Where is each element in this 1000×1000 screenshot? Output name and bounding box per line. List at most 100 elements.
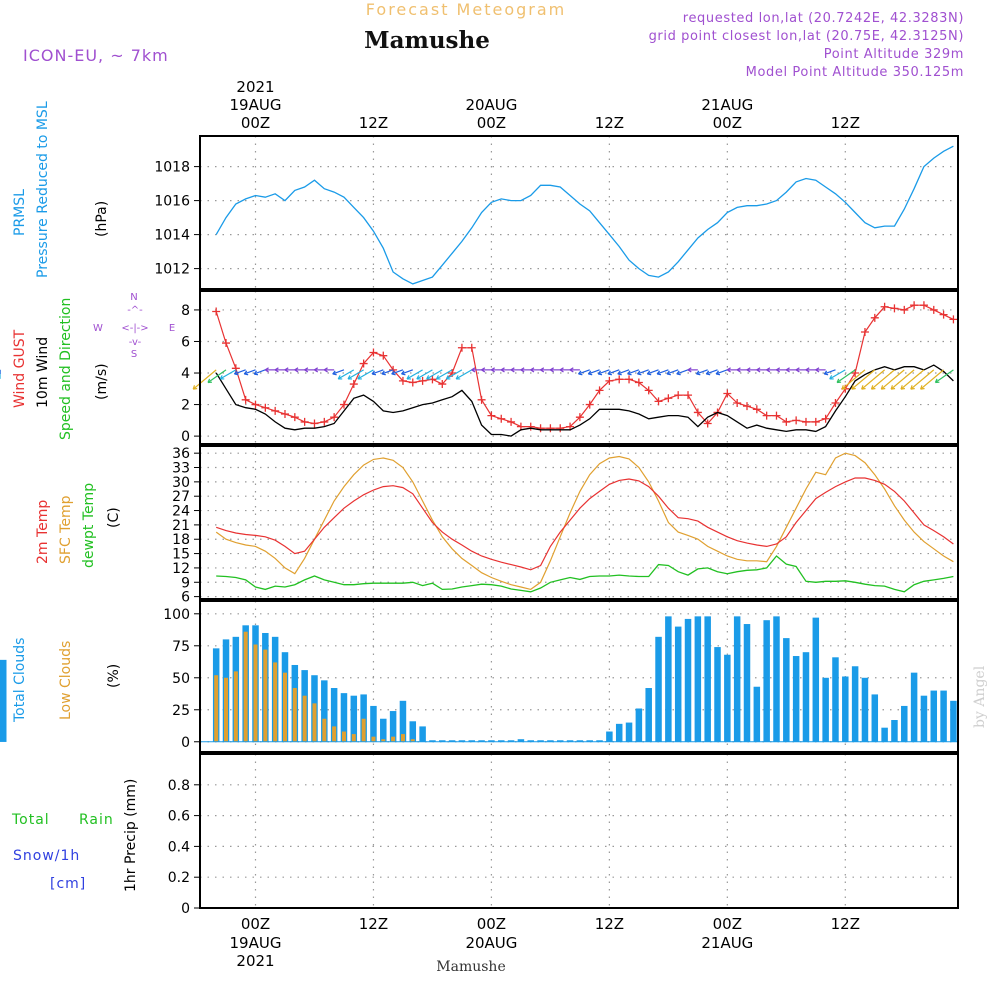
gust-marker <box>359 359 368 368</box>
gust-marker <box>300 417 309 426</box>
top-hour-label: 12Z <box>595 114 624 132</box>
gust-marker <box>477 395 486 404</box>
total-cloud-bar <box>901 705 908 742</box>
low-cloud-bar <box>253 644 258 742</box>
wind-arrow-head <box>900 385 906 390</box>
wind-arrow <box>706 369 718 375</box>
footer-location: Mamushe <box>436 959 505 975</box>
gust-marker <box>251 400 260 409</box>
wind10-line <box>215 364 954 437</box>
total-cloud-bar <box>822 677 829 742</box>
gust-marker <box>723 389 732 398</box>
model-altitude: Model Point Altitude 350.125m <box>746 65 964 80</box>
low-cloud-bar <box>322 718 327 742</box>
wind-arrow <box>332 369 345 375</box>
gust-marker <box>644 386 653 395</box>
y-tick-label: 12 <box>172 561 190 577</box>
total-cloud-bar <box>891 720 898 742</box>
gust-marker <box>212 307 221 316</box>
wind-arrow <box>192 369 217 390</box>
wind-arrow-head <box>746 367 751 373</box>
y-tick-label: 1014 <box>154 228 190 244</box>
total-cloud-bar <box>684 618 692 742</box>
wind-arrow <box>880 369 905 390</box>
wind-arrow <box>381 369 394 375</box>
y-tick-label: 15 <box>172 547 190 563</box>
wind-arrow-head <box>284 367 289 373</box>
total-cloud-bar <box>547 740 554 742</box>
snow-unit-label: [cm] <box>50 876 86 892</box>
wind-arrow-head <box>607 370 612 376</box>
wind-arrow-head <box>471 367 476 373</box>
low-cloud-bar <box>292 688 297 742</box>
wind-arrow-head <box>829 375 834 380</box>
total-cloud-bar <box>773 616 780 742</box>
wind-arrow-head <box>920 385 925 390</box>
wind-arrow <box>647 369 659 375</box>
total-cloud-bar <box>812 617 820 742</box>
gust-marker <box>575 413 584 422</box>
wind-arrow-head <box>687 367 692 373</box>
wind-arrow-head <box>416 375 421 380</box>
total-cloud-bar <box>665 616 672 742</box>
wind-arrow <box>935 369 954 383</box>
gust-marker <box>654 397 663 406</box>
low-cloud-bar <box>233 671 238 742</box>
wind-arrow-head <box>890 385 896 390</box>
total-cloud-bar <box>350 695 358 742</box>
bottom-date-label: 21AUG <box>701 934 753 952</box>
y-tick-label: 30 <box>172 475 190 491</box>
wind-arrow <box>871 369 895 390</box>
wind-arrow <box>446 369 463 380</box>
wind-gust-label: Wind GUST <box>12 329 28 408</box>
location-title: Mamushe <box>364 27 490 54</box>
wind-arrow <box>347 369 364 380</box>
wind-arrow-head <box>549 367 554 373</box>
bottom-time-axis: 00Z 12Z 00Z 12Z 00Z 12Z 19AUG 20AUG 21AUG 2021 <box>230 915 860 970</box>
total-cloud-bar <box>753 686 761 742</box>
top-date-label: 19AUG <box>230 96 282 114</box>
panel-border-precip <box>199 753 959 909</box>
wind-arrow <box>401 369 413 375</box>
y-tick-label: 21 <box>172 518 190 534</box>
wind-arrow-head <box>243 370 249 376</box>
gust-marker <box>733 398 742 407</box>
temp-unit-label: (C) <box>106 507 122 528</box>
total-cloud-bar <box>763 620 770 742</box>
wind-arrow-head <box>490 367 495 373</box>
precip-labels: Total Rain Snow/1h [cm] 1hr Precip (mm) <box>11 779 139 892</box>
wind-arrow-head <box>851 385 856 390</box>
wind-arrow <box>371 369 384 375</box>
total-cloud-bar <box>0 659 7 742</box>
y-tick-label: 100 <box>163 607 190 623</box>
requested-coords: requested lon,lat (20.7242E, 42.3283N) <box>683 11 964 26</box>
y-tick-label: 50 <box>172 671 190 687</box>
top-date-label: 21AUG <box>701 96 753 114</box>
total-cloud-bar <box>586 740 593 742</box>
y-tick-label: 18 <box>172 532 190 548</box>
total-cloud-bar <box>527 740 534 742</box>
wind-arrow-head <box>347 375 353 380</box>
wind-arrow <box>416 369 433 380</box>
sfc-temp-label: SFC Temp <box>58 495 74 564</box>
total-cloud-bar <box>448 740 456 742</box>
wind-arrow <box>836 369 856 383</box>
gust-marker <box>595 386 604 395</box>
gust-marker <box>634 378 643 387</box>
low-cloud-bar <box>312 703 317 742</box>
wind-arrow <box>436 369 453 380</box>
wind-arrow-head <box>274 367 279 373</box>
gust-marker <box>467 343 476 352</box>
total-cloud-bar <box>458 740 466 742</box>
wind-arrow-head <box>766 367 771 373</box>
gust-marker <box>684 391 693 400</box>
low-cloud-bar <box>224 677 229 742</box>
total-cloud-bar <box>399 700 407 742</box>
total-cloud-bar <box>733 616 741 742</box>
dewpt-label: dewpt Temp <box>81 483 97 568</box>
top-hour-label: 12Z <box>359 114 388 132</box>
bottom-hour-label: 00Z <box>241 915 270 933</box>
gust-marker <box>831 398 840 407</box>
wind-arrow-head <box>815 367 820 373</box>
gust-marker <box>890 304 899 313</box>
